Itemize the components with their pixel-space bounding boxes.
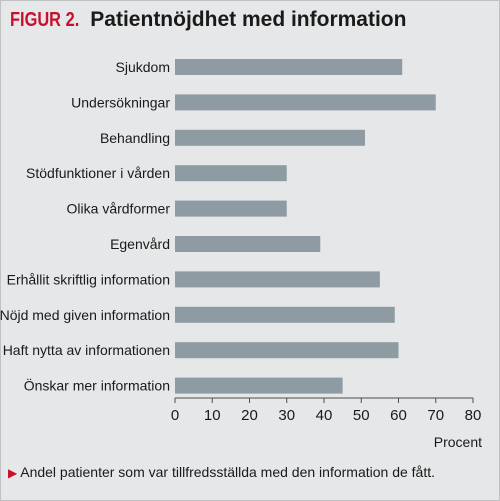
x-tick-label: 40 bbox=[316, 407, 333, 424]
x-tick-label: 10 bbox=[204, 407, 221, 424]
category-label: Olika vårdformer bbox=[67, 201, 171, 217]
x-tick-label: 80 bbox=[465, 407, 482, 424]
category-label: Erhållit skriftlig information bbox=[7, 271, 170, 287]
bar bbox=[175, 59, 403, 75]
bar-chart: Sjukdom Undersökningar Behandling Stödfunkt… bbox=[0, 59, 482, 450]
x-axis-title: Procent bbox=[434, 434, 482, 450]
bar bbox=[175, 342, 399, 359]
bar bbox=[175, 236, 321, 252]
figure-label: FIGUR 2. bbox=[10, 9, 80, 31]
bar bbox=[175, 306, 395, 323]
x-axis-ticks: 0 10 20 30 40 50 60 70 80 bbox=[171, 398, 482, 424]
caption-text: Andel patienter som var tillfredsställda… bbox=[20, 464, 436, 480]
bar bbox=[175, 377, 343, 394]
x-tick-label: 60 bbox=[390, 407, 407, 424]
category-label: Stödfunktioner i vården bbox=[26, 165, 170, 181]
category-label: Nöjd med given information bbox=[0, 307, 170, 323]
bar bbox=[175, 165, 287, 182]
caption-arrow-icon: ▶ bbox=[8, 466, 18, 480]
bar bbox=[175, 271, 380, 288]
category-label: Haft nytta av informationen bbox=[3, 342, 170, 358]
category-label: Önskar mer information bbox=[24, 377, 170, 394]
bar bbox=[175, 129, 365, 146]
category-label: Behandling bbox=[100, 130, 170, 146]
chart-title: Patientnöjdhet med information bbox=[90, 8, 407, 31]
category-label: Undersökningar bbox=[71, 94, 170, 110]
category-labels: Sjukdom Undersökningar Behandling Stödfunkt… bbox=[0, 59, 170, 394]
x-tick-label: 0 bbox=[171, 407, 179, 424]
x-tick-label: 20 bbox=[241, 407, 258, 424]
x-tick-label: 30 bbox=[278, 407, 295, 424]
category-label: Sjukdom bbox=[116, 59, 170, 75]
figure-caption: ▶ Andel patienter som var tillfredsställd… bbox=[8, 464, 435, 480]
bar bbox=[175, 94, 436, 111]
figure-title: FIGUR 2. Patientnöjdhet med information bbox=[10, 7, 406, 33]
category-label: Egenvård bbox=[110, 236, 170, 252]
x-tick-label: 50 bbox=[353, 407, 370, 424]
x-tick-label: 70 bbox=[427, 407, 444, 424]
bar bbox=[175, 200, 287, 217]
bars-group bbox=[175, 59, 436, 394]
